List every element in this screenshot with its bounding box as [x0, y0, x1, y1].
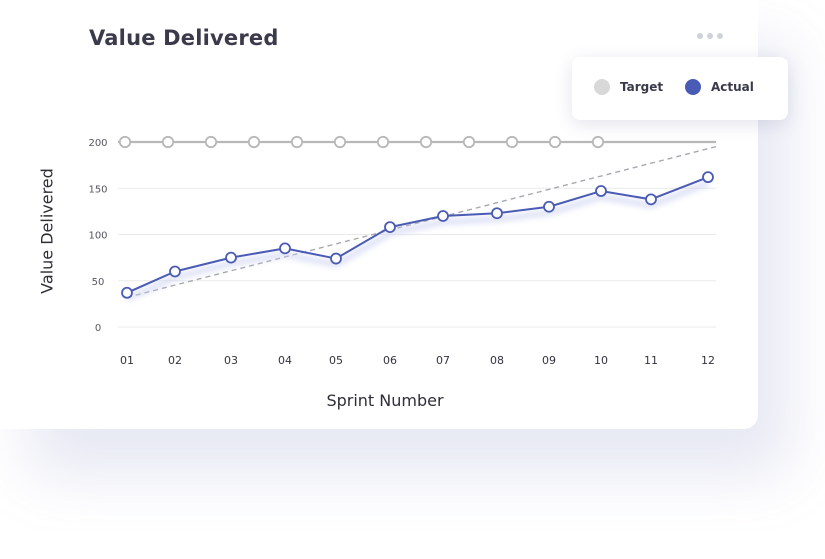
target-point	[591, 135, 605, 149]
y-tick-label: 100	[88, 231, 107, 242]
target-point	[204, 135, 218, 149]
x-tick-label: 08	[490, 354, 504, 367]
legend-item-target[interactable]: Target	[594, 79, 663, 95]
y-tick-label: 50	[92, 277, 105, 288]
legend-swatch-actual	[685, 79, 701, 95]
x-tick-label: 07	[436, 354, 450, 367]
target-point	[247, 135, 261, 149]
y-tick-label: 0	[95, 323, 101, 334]
menu-dot	[697, 33, 703, 39]
line-chart: 0 50 100 150 200 01 02 03 04 05 06 07 08 09 10 11 12	[88, 135, 717, 367]
legend-label-target: Target	[620, 80, 664, 94]
actual-point	[543, 200, 555, 213]
x-tick-label: 02	[168, 354, 182, 367]
chart-legend: Target Actual	[572, 57, 788, 120]
target-point	[548, 135, 562, 149]
actual-series-line	[126, 176, 709, 294]
actual-point	[702, 171, 714, 184]
target-point	[161, 135, 175, 149]
x-axis-label: Sprint Number	[326, 391, 444, 410]
x-tick-label: 11	[644, 354, 658, 367]
target-point	[419, 135, 433, 149]
actual-point	[437, 210, 449, 222]
x-tick-label: 01	[120, 354, 134, 367]
target-point	[290, 135, 304, 149]
actual-point	[491, 207, 503, 220]
legend-label-actual: Actual	[711, 80, 754, 94]
more-horizontal-icon[interactable]	[697, 31, 723, 41]
legend-swatch-target	[594, 79, 610, 95]
actual-point	[330, 252, 342, 265]
actual-point	[384, 221, 396, 234]
x-tick-label: 05	[329, 354, 343, 367]
y-tick-label: 150	[88, 184, 107, 195]
target-point	[505, 135, 519, 149]
x-tick-label: 06	[383, 354, 397, 367]
menu-dot	[707, 33, 713, 39]
actual-point	[645, 193, 657, 206]
legend-item-actual[interactable]: Actual	[685, 79, 754, 95]
x-tick-label: 12	[701, 354, 715, 367]
trendline	[126, 145, 717, 299]
target-point	[118, 135, 132, 149]
target-point	[376, 135, 390, 149]
actual-point	[595, 185, 607, 197]
x-tick-label: 04	[278, 354, 292, 367]
x-tick-label: 09	[542, 354, 556, 367]
page-title: Value Delivered	[89, 26, 279, 50]
target-point	[462, 135, 476, 149]
menu-dot	[717, 33, 723, 39]
actual-point	[169, 265, 181, 278]
chart-card: Value Delivered Target Actual Value Deli…	[37, 26, 754, 410]
actual-point	[225, 251, 237, 264]
actual-point	[279, 242, 291, 255]
actual-series-shadow	[125, 180, 710, 302]
y-tick-label: 200	[88, 138, 107, 149]
x-tick-label: 10	[594, 354, 608, 367]
x-tick-label: 03	[224, 354, 238, 367]
actual-point	[121, 286, 133, 299]
target-point	[333, 135, 347, 149]
